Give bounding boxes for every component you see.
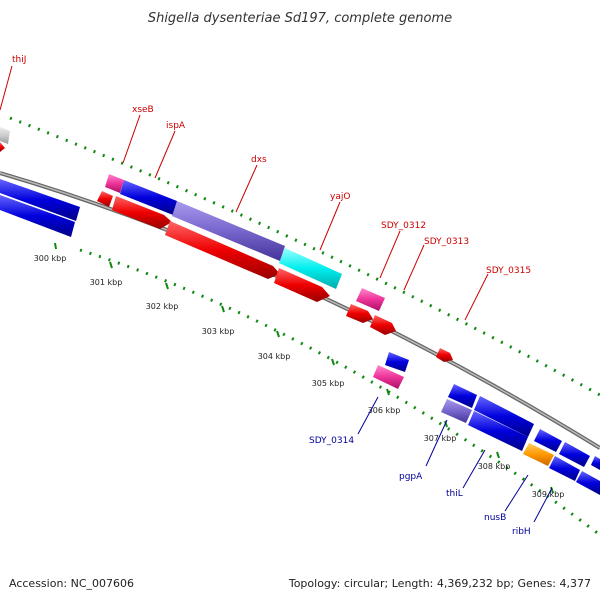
gene-feature[interactable]	[97, 191, 113, 207]
gene-label-sdy-0313: SDY_0313	[424, 237, 469, 247]
tick-label: 303 kbp	[202, 327, 235, 336]
gene-feature[interactable]	[448, 384, 477, 408]
map-title: Shigella dysenteriae Sd197, complete gen…	[148, 11, 452, 26]
gene-feature[interactable]	[0, 179, 80, 221]
gene-label-xseb: xseB	[132, 105, 154, 115]
gene-feature[interactable]	[356, 288, 385, 311]
gene-feature[interactable]	[441, 399, 472, 423]
tick-ring-outer	[9, 116, 600, 397]
tick-label: 300 kbp	[34, 254, 67, 263]
gene-feature[interactable]	[112, 196, 172, 229]
reverse-strand	[0, 142, 600, 495]
gene-feature[interactable]	[105, 174, 124, 193]
gene-feature[interactable]	[172, 201, 285, 261]
gene-feature[interactable]	[165, 221, 280, 279]
gene-feature[interactable]	[436, 348, 453, 362]
gene-label-sdy-0314: SDY_0314	[309, 436, 354, 446]
tick-label: 304 kbp	[258, 352, 291, 361]
gene-feature[interactable]	[120, 180, 177, 215]
gene-label-thij: thiJ	[12, 55, 26, 65]
gene-feature[interactable]	[346, 304, 373, 323]
gene-feature[interactable]	[534, 429, 562, 452]
gene-label-dxs: dxs	[251, 155, 267, 165]
gene-feature[interactable]	[370, 315, 396, 335]
gene-feature[interactable]	[523, 443, 554, 466]
gene-labels-top: thiJ xseB ispA dxs yajO SDY_0312 SDY_031…	[0, 55, 531, 321]
gene-label-yajo: yajO	[330, 192, 350, 202]
tick-label: 306 kbp	[368, 406, 401, 415]
gene-label-ispa: ispA	[166, 121, 186, 131]
tick-label: 308 kbp	[478, 462, 511, 471]
gene-feature[interactable]	[576, 471, 600, 495]
gene-label-nusb: nusB	[484, 513, 506, 523]
gene-label-thil: thiL	[446, 489, 463, 499]
tick-ring-inner	[79, 248, 600, 537]
gene-feature[interactable]	[0, 127, 10, 144]
gene-label-pgpa: pgpA	[399, 472, 423, 482]
gene-labels-bottom: SDY_0314 pgpA thiL nusB ribH	[309, 396, 553, 537]
gene-feature[interactable]	[373, 365, 404, 389]
tick-label: 301 kbp	[90, 278, 123, 287]
genome-summary: Topology: circular; Length: 4,369,232 bp…	[288, 577, 591, 590]
gene-feature[interactable]	[0, 142, 5, 152]
gene-feature[interactable]	[591, 456, 600, 470]
tick-label: 305 kbp	[312, 379, 345, 388]
forward-strand	[0, 127, 590, 467]
gene-label-sdy-0312: SDY_0312	[381, 221, 426, 231]
tick-label: 302 kbp	[146, 302, 179, 311]
tick-label: 307 kbp	[424, 434, 457, 443]
gene-label-ribh: ribH	[512, 527, 531, 537]
gene-label-sdy-0315: SDY_0315	[486, 266, 531, 276]
genome-backbone	[0, 171, 600, 450]
gene-feature[interactable]	[385, 352, 409, 372]
major-ticks	[54, 242, 554, 494]
gene-feature[interactable]	[279, 248, 342, 289]
accession-label: Accession: NC_007606	[9, 577, 135, 590]
gene-feature[interactable]	[0, 195, 75, 237]
gene-feature[interactable]	[474, 396, 534, 437]
gene-feature[interactable]	[468, 411, 528, 451]
gene-feature[interactable]	[274, 268, 330, 302]
gene-feature[interactable]	[549, 456, 580, 481]
gene-feature[interactable]	[559, 442, 590, 467]
